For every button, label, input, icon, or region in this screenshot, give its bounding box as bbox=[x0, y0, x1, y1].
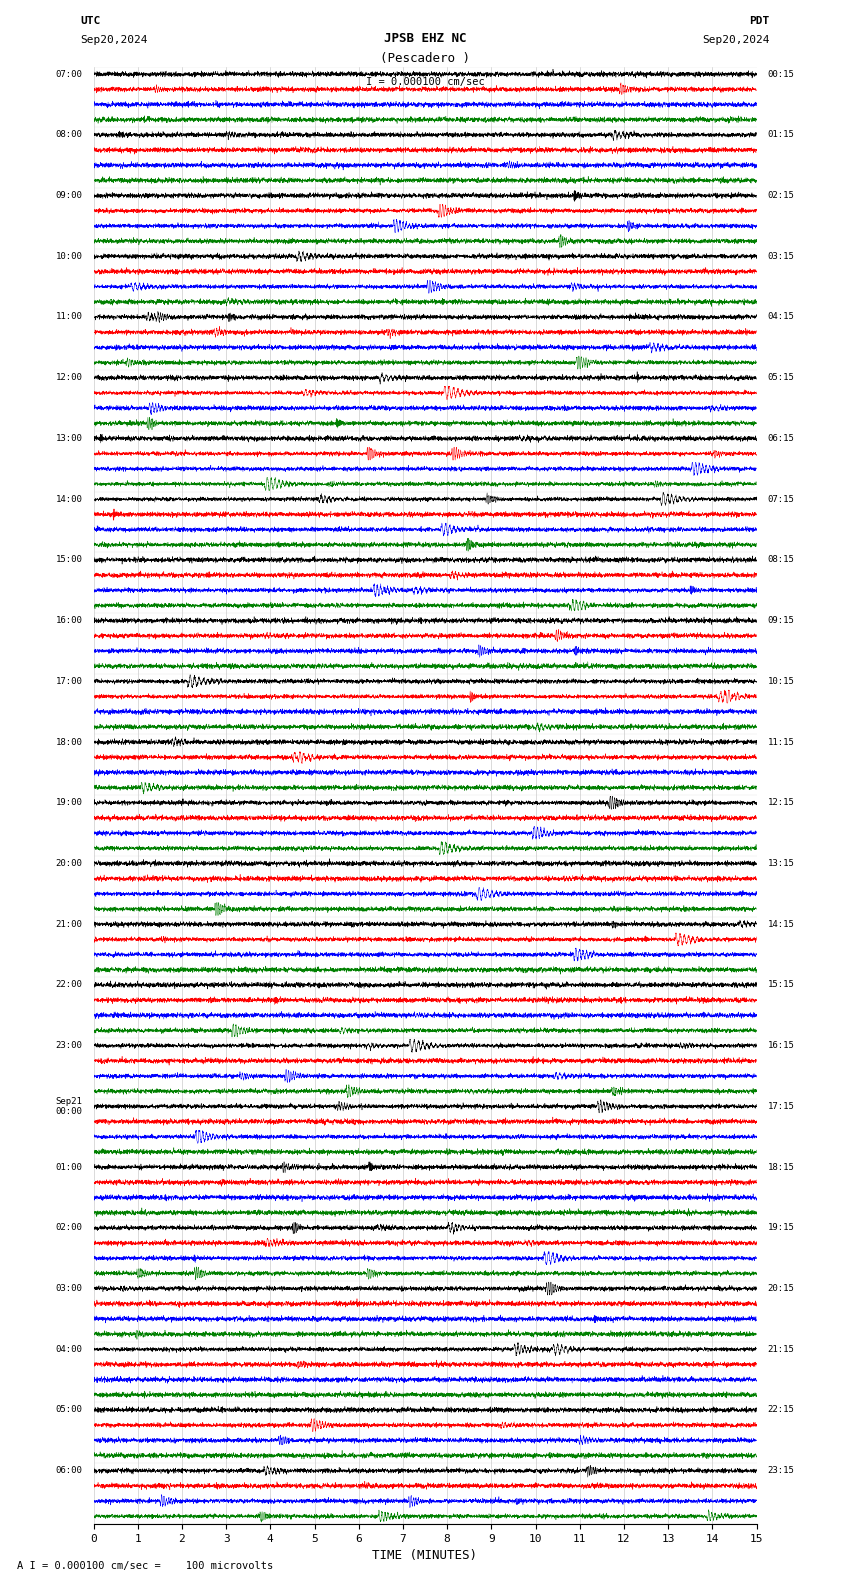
Text: 07:00: 07:00 bbox=[55, 70, 82, 79]
Text: 10:15: 10:15 bbox=[768, 676, 795, 686]
Text: UTC: UTC bbox=[80, 16, 100, 25]
Text: 23:15: 23:15 bbox=[768, 1467, 795, 1475]
Text: 12:00: 12:00 bbox=[55, 374, 82, 382]
Text: PDT: PDT bbox=[750, 16, 770, 25]
Text: 20:15: 20:15 bbox=[768, 1285, 795, 1293]
Text: 05:00: 05:00 bbox=[55, 1405, 82, 1415]
Text: 10:00: 10:00 bbox=[55, 252, 82, 261]
Text: 22:15: 22:15 bbox=[768, 1405, 795, 1415]
Text: 11:00: 11:00 bbox=[55, 312, 82, 322]
Text: I = 0.000100 cm/sec: I = 0.000100 cm/sec bbox=[366, 76, 484, 87]
Text: 21:15: 21:15 bbox=[768, 1345, 795, 1354]
Text: 09:00: 09:00 bbox=[55, 192, 82, 200]
X-axis label: TIME (MINUTES): TIME (MINUTES) bbox=[372, 1549, 478, 1562]
Text: 04:00: 04:00 bbox=[55, 1345, 82, 1354]
Text: 02:00: 02:00 bbox=[55, 1223, 82, 1232]
Text: 13:15: 13:15 bbox=[768, 859, 795, 868]
Text: 04:15: 04:15 bbox=[768, 312, 795, 322]
Text: 11:15: 11:15 bbox=[768, 738, 795, 746]
Text: 01:00: 01:00 bbox=[55, 1163, 82, 1172]
Text: (Pescadero ): (Pescadero ) bbox=[380, 52, 470, 65]
Text: 19:15: 19:15 bbox=[768, 1223, 795, 1232]
Text: 18:00: 18:00 bbox=[55, 738, 82, 746]
Text: 03:00: 03:00 bbox=[55, 1285, 82, 1293]
Text: 02:15: 02:15 bbox=[768, 192, 795, 200]
Text: JPSB EHZ NC: JPSB EHZ NC bbox=[383, 32, 467, 44]
Text: Sep21
00:00: Sep21 00:00 bbox=[55, 1096, 82, 1117]
Text: 14:15: 14:15 bbox=[768, 920, 795, 928]
Text: 01:15: 01:15 bbox=[768, 130, 795, 139]
Text: 15:00: 15:00 bbox=[55, 556, 82, 564]
Text: 17:15: 17:15 bbox=[768, 1102, 795, 1110]
Text: 06:00: 06:00 bbox=[55, 1467, 82, 1475]
Text: 03:15: 03:15 bbox=[768, 252, 795, 261]
Text: 21:00: 21:00 bbox=[55, 920, 82, 928]
Text: 05:15: 05:15 bbox=[768, 374, 795, 382]
Text: 16:15: 16:15 bbox=[768, 1041, 795, 1050]
Text: 06:15: 06:15 bbox=[768, 434, 795, 444]
Text: 19:00: 19:00 bbox=[55, 798, 82, 808]
Text: 17:00: 17:00 bbox=[55, 676, 82, 686]
Text: 16:00: 16:00 bbox=[55, 616, 82, 626]
Text: 23:00: 23:00 bbox=[55, 1041, 82, 1050]
Text: Sep20,2024: Sep20,2024 bbox=[80, 35, 148, 44]
Text: 22:00: 22:00 bbox=[55, 980, 82, 990]
Text: 20:00: 20:00 bbox=[55, 859, 82, 868]
Text: 08:00: 08:00 bbox=[55, 130, 82, 139]
Text: 07:15: 07:15 bbox=[768, 494, 795, 504]
Text: 00:15: 00:15 bbox=[768, 70, 795, 79]
Text: 12:15: 12:15 bbox=[768, 798, 795, 808]
Text: 08:15: 08:15 bbox=[768, 556, 795, 564]
Text: 13:00: 13:00 bbox=[55, 434, 82, 444]
Text: 18:15: 18:15 bbox=[768, 1163, 795, 1172]
Text: Sep20,2024: Sep20,2024 bbox=[702, 35, 770, 44]
Text: 14:00: 14:00 bbox=[55, 494, 82, 504]
Text: A I = 0.000100 cm/sec =    100 microvolts: A I = 0.000100 cm/sec = 100 microvolts bbox=[17, 1562, 273, 1571]
Text: 15:15: 15:15 bbox=[768, 980, 795, 990]
Text: 09:15: 09:15 bbox=[768, 616, 795, 626]
